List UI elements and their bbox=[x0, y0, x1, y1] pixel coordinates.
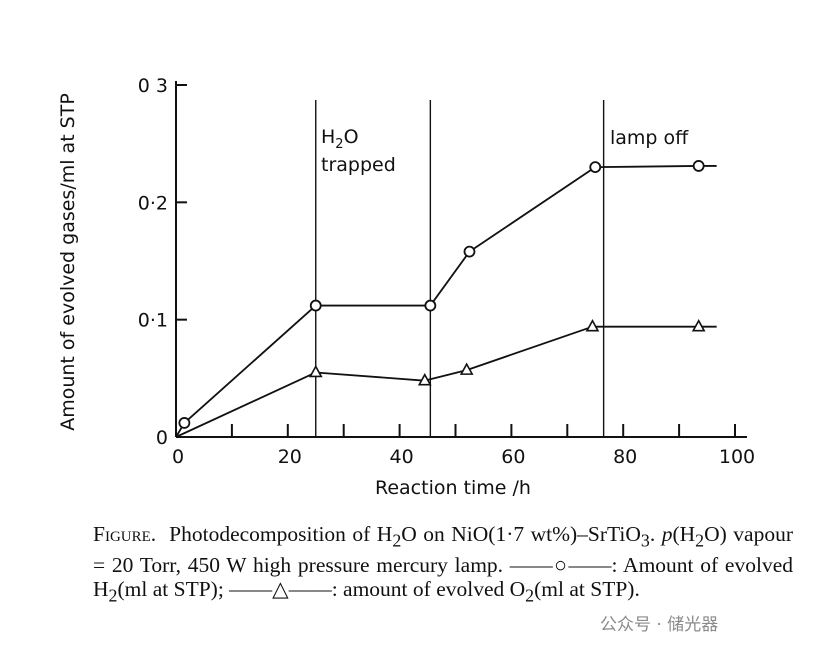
watermark: 公众号 · 储光器 bbox=[600, 615, 719, 635]
circle-series-line bbox=[175, 165, 717, 438]
circle-marker bbox=[309, 299, 322, 312]
axes: 0 20 40 60 80 100 0 0·1 0·2 0 3 bbox=[138, 75, 755, 468]
circle-marker bbox=[692, 160, 705, 172]
annotation-h2o-trapped: H2O bbox=[321, 126, 359, 152]
marks bbox=[175, 160, 717, 438]
x-tick-label: 40 bbox=[390, 446, 414, 468]
figure-caption: Figure. Photodecomposition of H2O on NiO… bbox=[93, 522, 793, 606]
circle-marker bbox=[178, 417, 191, 429]
y-tick-label: 0·2 bbox=[138, 192, 168, 214]
y-tick-label: 0 bbox=[156, 427, 168, 449]
y-tick-label: 0 3 bbox=[138, 75, 168, 97]
circle-marker bbox=[424, 299, 437, 312]
circle-marker bbox=[589, 161, 602, 174]
triangle-marker bbox=[308, 364, 323, 378]
x-tick-label: 20 bbox=[278, 446, 302, 468]
x-tick-label: 0 bbox=[172, 446, 184, 468]
y-axis-label: Amount of evolved gases/ml at STP bbox=[57, 93, 79, 431]
triangle-marker bbox=[459, 362, 474, 375]
annotation-lamp-off: lamp off bbox=[610, 127, 689, 149]
annotation-trapped: trapped bbox=[321, 154, 396, 176]
circle-marker bbox=[463, 245, 476, 258]
x-tick-label: 60 bbox=[501, 446, 525, 468]
triangle-series-line bbox=[175, 325, 717, 438]
x-axis-label: Reaction time /h bbox=[375, 477, 531, 499]
x-tick-label: 100 bbox=[719, 446, 755, 468]
triangle-marker bbox=[585, 319, 600, 332]
y-tick-label: 0·1 bbox=[138, 310, 168, 332]
triangle-marker bbox=[417, 373, 432, 386]
x-tick-label: 80 bbox=[613, 446, 637, 468]
triangle-marker bbox=[691, 319, 706, 332]
